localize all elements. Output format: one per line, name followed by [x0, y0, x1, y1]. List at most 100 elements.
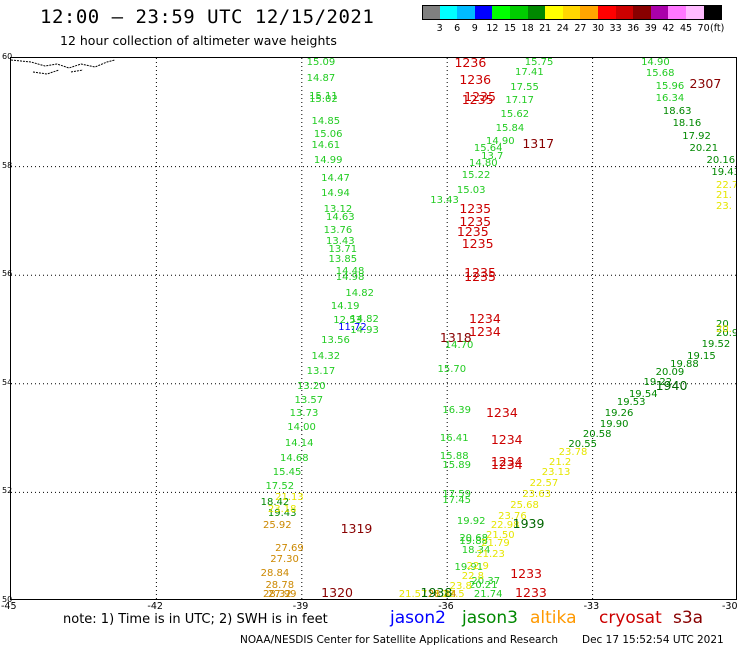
wave-height-value: 17.92	[682, 130, 711, 142]
wave-height-value: 20.9	[716, 327, 737, 339]
wave-height-value: 19.26	[604, 407, 634, 419]
wave-height-value: 21.50	[485, 529, 515, 541]
wave-height-value: 14.90	[641, 57, 670, 68]
color-swatch	[474, 5, 493, 20]
wave-height-value: 14.93	[350, 324, 379, 336]
color-tick-label: 18	[521, 23, 534, 34]
wave-height-value: 14.85	[311, 116, 341, 128]
wave-height-value: 15.88	[439, 451, 469, 463]
wave-height-value: 14.94	[321, 187, 350, 199]
pass-time-label: 1939	[512, 515, 545, 531]
wave-height-value: 17.55	[510, 81, 539, 93]
color-swatch	[422, 5, 441, 20]
latitude-tick-label: 50	[2, 595, 13, 604]
wave-height-value: 15.64	[473, 143, 503, 155]
pass-time-label: 1233	[515, 585, 547, 600]
latitude-tick-label: 60	[2, 52, 13, 61]
wave-height-value: 21.13	[275, 491, 304, 503]
wave-height-value: 13.43	[430, 195, 459, 207]
pass-time-label: 1235	[464, 265, 496, 281]
longitude-tick-label: -45	[1, 601, 17, 612]
wave-height-value: 13.85	[328, 253, 358, 265]
latitude-tick-label: 54	[2, 377, 13, 387]
wave-height-value: 22.57	[529, 478, 559, 490]
pass-time-label: 1234	[490, 453, 523, 469]
color-tick-label: 15	[503, 23, 517, 34]
wave-height-value: 13.57	[294, 395, 324, 407]
color-tick-label: 45	[679, 23, 693, 34]
map-plot-area[interactable]: 15.09 14.87 15.11 15.02 14.85 15.06 14.61 14.99…	[10, 57, 737, 600]
wave-height-value: 20.55	[568, 438, 597, 450]
wave-height-value: 14.98	[335, 271, 365, 283]
wave-height-value: 14.82	[350, 314, 379, 326]
satellite-legend-jason3: jason3	[462, 608, 518, 628]
wave-height-value: 15.03	[456, 185, 486, 197]
pass-time-label: 1235	[464, 268, 496, 284]
color-tick-label: 70	[697, 23, 710, 34]
pass-time-label: 1938	[420, 585, 453, 600]
wave-height-value: 19.43	[711, 167, 736, 179]
pass-time-label: 1319	[340, 521, 373, 537]
wave-height-value: 22.8	[461, 570, 484, 582]
wave-height-value: 15.11	[309, 91, 338, 103]
color-tick-label: 36	[627, 23, 640, 34]
pass-time-label: 1234	[490, 431, 523, 447]
wave-height-value: 15.75	[524, 57, 554, 68]
pass-time-label: 1234	[485, 404, 518, 420]
pass-time-label: 1235	[461, 92, 494, 108]
wave-height-value: 21.74	[473, 589, 503, 600]
color-tick-label: 27	[574, 23, 587, 34]
wave-height-value: 12.53	[333, 315, 362, 327]
color-tick-label: 39	[644, 23, 657, 34]
wave-height-value: 13.20	[296, 380, 326, 392]
wave-height-value: 21.57	[398, 589, 428, 600]
pass-time-label: 1236	[459, 72, 492, 88]
wave-height-value: 13.7	[481, 150, 504, 162]
map-grid	[11, 58, 736, 599]
wave-height-value: 19.52	[701, 338, 731, 350]
wave-height-value: 22.7	[716, 179, 737, 191]
map-subtitle: 12 hour collection of altimeter wave hei…	[60, 33, 337, 48]
wave-height-value: 20.09	[655, 366, 685, 378]
color-bar-border	[422, 5, 722, 20]
wave-height-value: 14.80	[469, 157, 498, 169]
wave-height-value: 23.76	[498, 510, 527, 522]
wave-height-value: 17.41	[515, 67, 544, 79]
map-title: 12:00 – 23:59 UTC 12/15/2021	[40, 6, 375, 28]
wave-height-value: 19.88	[670, 358, 699, 370]
wave-height-value: 23.8	[449, 581, 472, 593]
wave-height-value: 15.62	[500, 109, 530, 120]
wave-height-value: 20.21	[689, 142, 719, 154]
longitude-tick-label: -39	[292, 601, 309, 612]
color-tick-label: 3	[436, 23, 443, 34]
satellite-legend-jason2: jason2	[390, 608, 446, 628]
wave-height-value: 17.45	[442, 494, 471, 506]
color-tick-label: 42	[662, 23, 675, 34]
wave-height-value: 16.34	[655, 92, 685, 104]
color-swatch	[580, 5, 599, 20]
wave-height-value: 20.37	[471, 575, 501, 587]
wave-height-value: 25.68	[510, 499, 539, 511]
color-swatch	[686, 5, 705, 20]
color-tick-label: 33	[609, 23, 622, 34]
wave-height-value: 14.99	[313, 155, 343, 167]
wave-height-value: 21.2	[548, 456, 572, 468]
wave-height-value: 20	[716, 319, 729, 331]
color-scale-unit: (ft)	[710, 23, 725, 34]
wave-height-value: 21.	[716, 190, 732, 202]
wave-height-value: 15.96	[655, 80, 685, 92]
wave-height-value: 28.78	[265, 579, 295, 591]
satellite-legend-cryosat: cryosat	[599, 608, 662, 628]
color-swatch	[703, 5, 722, 20]
color-swatch	[633, 5, 652, 20]
wave-height-value: 28.32	[263, 589, 292, 600]
color-swatch	[545, 5, 564, 20]
wave-height-value: 23.	[716, 201, 732, 213]
wave-height-value: 23.63	[522, 489, 551, 501]
color-swatch	[668, 5, 687, 20]
pass-time-label: 1317	[522, 135, 555, 151]
pass-time-label: 1234	[469, 310, 501, 326]
wave-height-value: 14.61	[311, 139, 341, 151]
coastline	[11, 59, 116, 75]
wave-height-value: 15.70	[437, 364, 467, 376]
